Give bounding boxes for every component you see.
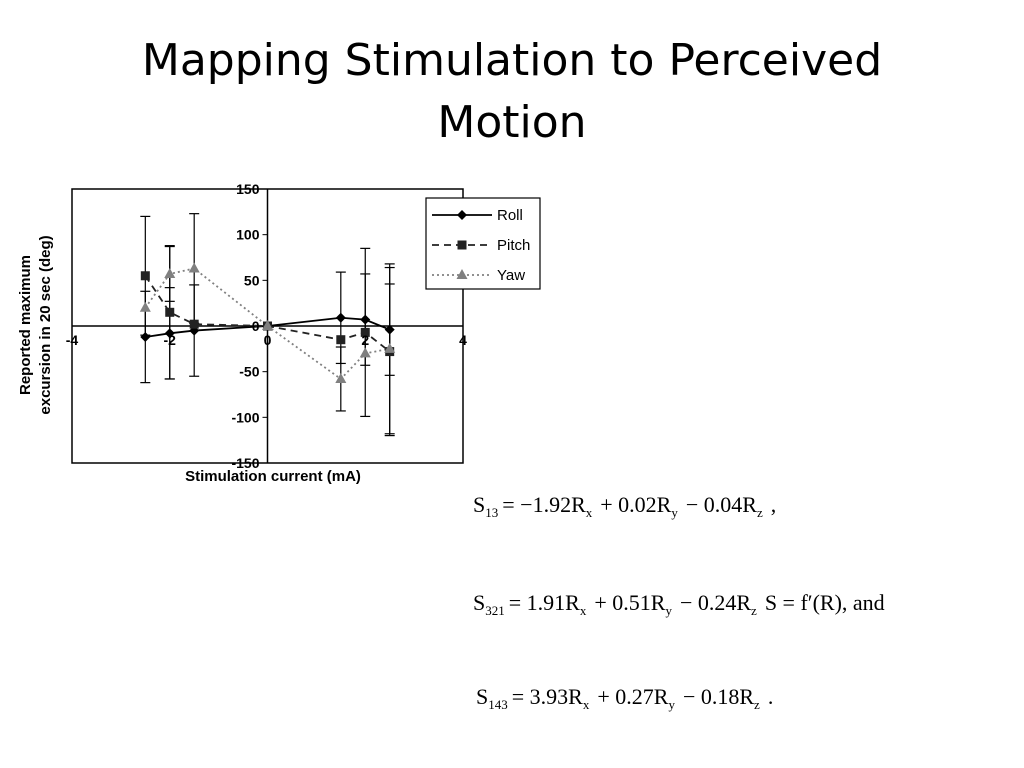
equation-term-subscript: y: [668, 697, 675, 712]
x-axis-label: Stimulation current (mA): [185, 468, 361, 485]
equation-lhs-subscript: 321: [485, 603, 505, 618]
yaw-data-point: [188, 262, 200, 273]
equation-term: − 0.18Rz: [682, 684, 760, 712]
roll-data-point: [140, 331, 151, 342]
equation-term: + 0.02Ry: [600, 492, 678, 520]
equation-lhs: S: [473, 492, 486, 517]
equation-term-subscript: x: [585, 505, 593, 520]
legend-box: [425, 197, 541, 290]
y-axis-label-line-1: Reported maximum: [17, 255, 34, 395]
equation-lhs-subscript: 13: [485, 505, 499, 520]
chart: 150 100 50 0 -50 -100 -150 -4 -2 0 2 4 Roll Pitch Yaw…: [17, 181, 541, 485]
yaw-data-point: [164, 267, 176, 278]
roll-data-point: [360, 314, 371, 325]
pitch-data-point: [189, 319, 199, 329]
x-tick-label: -2: [164, 332, 177, 348]
yaw-data-point: [335, 372, 347, 383]
equation-tail: ,: [770, 492, 777, 517]
roll-data-point: [189, 325, 200, 336]
y-tick-label: 100: [236, 227, 260, 243]
equation-term: = 1.91Rx: [508, 590, 587, 618]
pitch-data-point: [140, 271, 150, 281]
equation-term: = 3.93Rx: [511, 684, 590, 712]
equation-term: − 0.24Rz: [679, 590, 757, 618]
x-tick-label: -4: [66, 332, 79, 348]
series-markers: [139, 262, 396, 383]
slide-title-line-2: Motion: [437, 97, 587, 148]
equation-term-subscript: y: [665, 603, 672, 618]
equation-lhs: S: [473, 590, 486, 615]
pitch-data-point: [165, 307, 175, 317]
roll-data-point: [384, 324, 395, 335]
pitch-data-point: [336, 335, 346, 345]
x-tick-label: 0: [264, 332, 272, 348]
y-tick-label: 50: [244, 272, 260, 288]
roll-data-point: [335, 312, 346, 323]
yaw-data-point: [384, 342, 396, 353]
legend-marker-roll: [457, 210, 467, 220]
yaw-data-point: [359, 347, 371, 358]
pitch-data-point: [360, 327, 370, 337]
legend-label-roll: Roll: [497, 207, 523, 224]
equation-tail: .: [767, 684, 774, 709]
roll-data-point: [164, 328, 175, 339]
legend-marker-yaw: [456, 269, 468, 279]
equation-term-subscript: z: [756, 505, 763, 520]
equation-term: + 0.27Ry: [597, 684, 675, 712]
y-tick-label: -150: [231, 455, 259, 471]
tick-labels: 150 100 50 0 -50 -100 -150 -4 -2 0 2 4: [66, 181, 467, 471]
yaw-data-point: [139, 301, 151, 312]
equation-term: + 0.51Ry: [594, 590, 672, 618]
equation-term: − 0.04Rz: [685, 492, 763, 520]
equation-s321: S321 = 1.91Rx + 0.51Ry − 0.24Rz S = f′(R), a…: [473, 590, 889, 618]
y-axis-label-line-2: excursion in 20 sec (deg): [37, 235, 54, 414]
yaw-data-point: [262, 320, 273, 330]
equation-term-subscript: z: [751, 603, 757, 618]
y-tick-label: -100: [231, 409, 259, 425]
equation-term-subscript: z: [754, 697, 760, 712]
legend-label-yaw: Yaw: [497, 267, 525, 284]
equation-term-subscript: y: [671, 505, 678, 520]
x-tick-label: 2: [361, 332, 369, 348]
equation-lhs: S: [476, 684, 489, 709]
equation-term-subscript: x: [579, 603, 587, 618]
equation-term-subscript: x: [582, 697, 590, 712]
x-tick-label: 4: [459, 332, 467, 348]
equation-s13: S13 = −1.92Rx + 0.02Ry − 0.04Rz,: [473, 492, 780, 520]
equation-s143: S143 = 3.93Rx + 0.27Ry − 0.18Rz.: [476, 684, 777, 712]
slide-title-line-1: Mapping Stimulation to Perceived: [141, 35, 883, 86]
legend-marker-pitch: [457, 240, 467, 250]
equation-tail: S = f′(R), and: [764, 590, 885, 615]
equation-lhs-subscript: 143: [488, 697, 508, 712]
equation-term: = −1.92Rx: [502, 492, 593, 520]
y-tick-label: 150: [236, 181, 260, 197]
y-tick-label: -50: [239, 364, 259, 380]
legend-label-pitch: Pitch: [497, 237, 530, 254]
y-tick-label: 0: [252, 318, 260, 334]
slide-title: Mapping Stimulation to Perceived Motion: [60, 30, 964, 154]
legend: Roll Pitch Yaw: [425, 197, 541, 290]
